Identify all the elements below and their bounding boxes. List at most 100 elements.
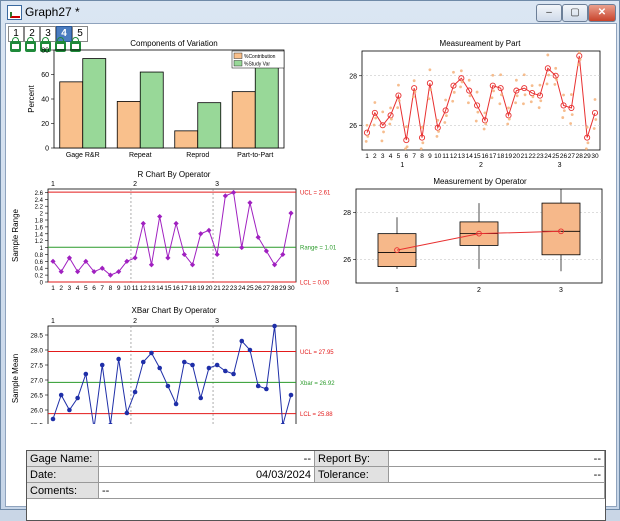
series-line (52, 191, 292, 276)
measurement-dot (396, 106, 400, 110)
x-tick-label: 12 (140, 285, 148, 292)
operator-label: 1 (400, 162, 404, 169)
data-point (75, 395, 80, 401)
measurement-dot (397, 83, 400, 87)
data-point (403, 137, 410, 144)
lock-icon[interactable] (25, 37, 36, 52)
measurement-dot (592, 127, 596, 130)
data-point (182, 359, 187, 365)
lock-icon[interactable] (55, 37, 66, 52)
x-tick-label: 9 (117, 285, 121, 292)
tolerance-field[interactable]: -- (389, 467, 605, 483)
x-tick-label: 30 (287, 285, 295, 292)
center-line-label: Xbar = 26.92 (300, 381, 335, 387)
plot-frame (47, 325, 297, 424)
measurement-dot (492, 89, 495, 93)
measurement-dot (522, 73, 526, 77)
measurement-dot (397, 99, 401, 103)
comments-field[interactable]: -- (99, 483, 605, 499)
comments-label: Coments: (27, 483, 99, 499)
measurement-dot (546, 53, 550, 57)
operator-label: 2 (479, 162, 483, 169)
data-point (466, 87, 473, 94)
x-tick-label: 2 (59, 285, 63, 292)
measurement-dot (475, 90, 479, 94)
x-tick-label: 13 (458, 153, 466, 160)
gage-name-field[interactable]: -- (99, 451, 315, 467)
bar (139, 71, 164, 149)
measurement-dot (452, 90, 456, 94)
x-tick-label: 20 (205, 285, 213, 292)
date-field[interactable]: 04/03/2024 (99, 467, 315, 483)
data-point (116, 356, 121, 362)
measurement-dot (467, 78, 471, 82)
measurement-dot (539, 99, 543, 103)
mean-line (396, 230, 562, 251)
center-line-label: Range = 1.01 (300, 246, 337, 252)
minimize-button[interactable]: – (536, 4, 562, 22)
measurement-dot (452, 70, 455, 74)
y-axis-label: Sample Range (11, 208, 20, 261)
measurement-dot (531, 95, 535, 99)
title-bar[interactable]: Graph27 * – ▢ ✕ (1, 1, 619, 23)
data-point (189, 262, 196, 268)
data-point (513, 87, 520, 94)
measurement-dot (577, 63, 580, 67)
y-tick-label: 26 (343, 257, 351, 264)
x-tick-label: 23 (230, 285, 238, 292)
y-tick-label: 0.4 (35, 267, 44, 273)
y-axis-label: Sample Mean (11, 354, 20, 403)
lock-icon[interactable] (10, 37, 21, 52)
data-point (255, 383, 261, 389)
report-by-field[interactable]: -- (389, 451, 605, 467)
measurement-dot (405, 145, 409, 149)
x-tick-label: 24 (238, 285, 246, 292)
y-tick-label: 28 (349, 73, 357, 80)
x-tick-label: 18 (189, 285, 197, 292)
measurement-dot (389, 117, 393, 121)
x-tick-label: 16 (172, 285, 180, 292)
x-tick-label: 2 (373, 153, 377, 160)
y-tick-label: 27.5 (30, 363, 43, 370)
legend-swatch (233, 52, 243, 59)
data-point (99, 265, 105, 271)
y-tick-label: 26.0 (30, 408, 43, 415)
measurement-dot (445, 114, 448, 117)
data-point (255, 234, 261, 240)
operator-label: 3 (558, 162, 562, 169)
x-tick-label: 25 (552, 153, 560, 160)
measurement-dot (506, 122, 510, 126)
measurement-dot (428, 68, 432, 72)
close-button[interactable]: ✕ (588, 4, 616, 22)
x-tick-label: 5 (84, 285, 88, 292)
lock-icon[interactable] (40, 37, 51, 52)
data-point (497, 85, 504, 92)
data-point (140, 220, 146, 227)
bar (231, 91, 256, 149)
bar (254, 64, 279, 149)
report-by-label: Report By: (315, 451, 389, 467)
data-point (521, 85, 528, 92)
y-tick-label: 28.5 (30, 333, 43, 340)
maximize-button[interactable]: ▢ (562, 4, 588, 22)
x-tick-label: 27 (568, 153, 576, 160)
measurement-dot (444, 98, 448, 102)
data-point (395, 92, 402, 99)
y-tick-label: 0.6 (35, 260, 44, 266)
data-point (474, 102, 481, 109)
data-point (450, 82, 457, 89)
x-tick-label: 15 (164, 285, 172, 292)
measurement-dot (554, 66, 558, 70)
x-tick-label: 2 (477, 287, 481, 294)
chart-title: R Chart By Operator (138, 170, 211, 179)
y-tick-label: 40 (41, 97, 49, 104)
x-tick-label: 12 (450, 153, 458, 160)
lock-icon[interactable] (70, 37, 81, 52)
measurement-dot (389, 106, 392, 110)
measurement-dot (483, 111, 487, 115)
measurement-dot (437, 130, 440, 133)
data-point (108, 422, 113, 424)
data-point (99, 362, 105, 368)
measurement-dot (529, 100, 533, 104)
